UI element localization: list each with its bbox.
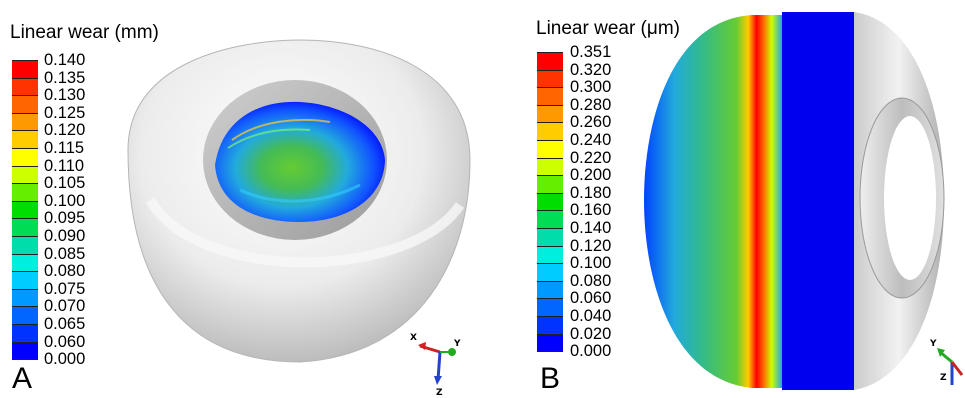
legend-swatch <box>537 316 563 334</box>
legend-swatch <box>12 165 38 184</box>
legend-swatch <box>12 218 38 236</box>
axis-label-y: Y <box>929 339 937 349</box>
legend-swatch <box>537 210 563 228</box>
legend-tick-label: 0.115 <box>44 139 85 157</box>
legend-tick-label: 0.060 <box>44 332 86 351</box>
legend-tick-label: 0.120 <box>44 121 86 140</box>
legend-tick-label: 0.100 <box>570 254 612 273</box>
legend-title-a: Linear wear (mm) <box>10 22 159 43</box>
legend-tick-label: 0.280 <box>570 95 612 114</box>
legend-swatch <box>12 324 38 342</box>
legend-tick-label: 0.140 <box>570 219 612 237</box>
legend-tick-label: 0.090 <box>44 227 86 245</box>
legend-tick-label: 0.351 <box>570 43 612 61</box>
legend-tick-label: 0.070 <box>44 297 86 316</box>
legend-swatch <box>537 157 563 176</box>
legend-tick-label: 0.125 <box>44 103 86 122</box>
legend-swatch <box>12 77 38 96</box>
legend-tick-label: 0.085 <box>44 244 86 263</box>
legend-swatch <box>12 236 38 254</box>
axis-label-x: X <box>410 333 417 343</box>
legend-tick-label: 0.105 <box>44 174 86 193</box>
legend-swatch <box>12 148 38 166</box>
legend-tick-label: 0.130 <box>44 86 86 105</box>
legend-swatch <box>537 333 563 352</box>
coordinate-triad-b: Y Z <box>929 339 964 385</box>
legend-tick-label: 0.075 <box>44 279 86 298</box>
liner-rim-band <box>145 197 465 268</box>
head-wear-render: Y Z <box>644 12 964 390</box>
legend-swatch <box>537 228 563 246</box>
legend-tick-label: 0.110 <box>44 156 85 175</box>
legend-tick-label: 0.000 <box>570 342 612 361</box>
legend-tick-label: 0.300 <box>570 78 612 97</box>
legend-swatch <box>537 298 563 316</box>
legend-tick-label: 0.000 <box>44 350 86 369</box>
legend-swatch <box>537 192 563 211</box>
legend-swatch <box>12 130 38 148</box>
axis-label-z: Z <box>436 388 443 398</box>
legend-tick-label: 0.160 <box>570 201 612 220</box>
legend-swatch <box>537 87 563 105</box>
legend-swatch <box>12 341 38 360</box>
legend-swatch <box>12 271 38 289</box>
legend-swatch <box>537 280 563 299</box>
panel-label-a: A <box>12 362 33 395</box>
head-wear-surface <box>644 15 812 388</box>
legend-tick-label: 0.020 <box>570 324 612 343</box>
legend-tick-label: 0.065 <box>44 315 86 333</box>
legend-swatch <box>537 245 563 264</box>
panel-label-b: B <box>540 362 561 395</box>
legend-swatch <box>537 52 563 70</box>
legend-tick-label: 0.320 <box>570 60 612 79</box>
legend-swatch <box>537 140 563 158</box>
legend-swatch <box>12 112 38 131</box>
legend-swatch <box>537 69 563 88</box>
legend-tick-label: 0.100 <box>44 191 86 210</box>
legend-tick-label: 0.135 <box>44 68 86 87</box>
liner-wear-render: X Y Z <box>127 39 471 398</box>
legend-swatch <box>537 175 563 193</box>
legend-swatch <box>12 306 38 324</box>
legend-swatch <box>12 60 38 78</box>
legend-tick-label: 0.140 <box>44 51 86 69</box>
panel-a: X Y Z Linear wear (mm) 0.140 0.135 0.130 0.… <box>0 0 482 398</box>
legend-tick-label: 0.120 <box>570 236 612 255</box>
legend-tick-label: 0.200 <box>570 166 612 185</box>
legend-swatch <box>12 253 38 272</box>
legend-tick-label: 0.095 <box>44 209 86 228</box>
legend-swatch <box>537 104 563 123</box>
legend-tick-label: 0.040 <box>570 307 612 325</box>
legend-swatch <box>12 95 38 113</box>
axis-label-y: Y <box>453 339 461 349</box>
legend-tick-label: 0.240 <box>570 131 612 149</box>
coordinate-triad-a: X Y Z <box>410 333 461 398</box>
axis-label-z: Z <box>940 373 947 383</box>
legend-tick-label: 0.260 <box>570 113 612 132</box>
legend-tick-label: 0.080 <box>44 262 86 281</box>
legend-swatch <box>12 183 38 201</box>
legend-swatch <box>537 122 563 140</box>
legend-tick-label: 0.060 <box>570 289 612 308</box>
legend-tick-label: 0.220 <box>570 148 612 167</box>
panel-b: Y Z Linear wear (μm) 0.351 0.320 0.300 0.28… <box>482 0 965 398</box>
legend-swatch <box>12 200 38 219</box>
legend-title-b: Linear wear (μm) <box>536 18 680 39</box>
legend-swatch <box>12 288 38 307</box>
legend-tick-label: 0.080 <box>570 271 612 290</box>
legend-swatch <box>537 263 563 281</box>
head-blue-band <box>782 12 854 390</box>
legend-tick-label: 0.180 <box>570 183 612 202</box>
